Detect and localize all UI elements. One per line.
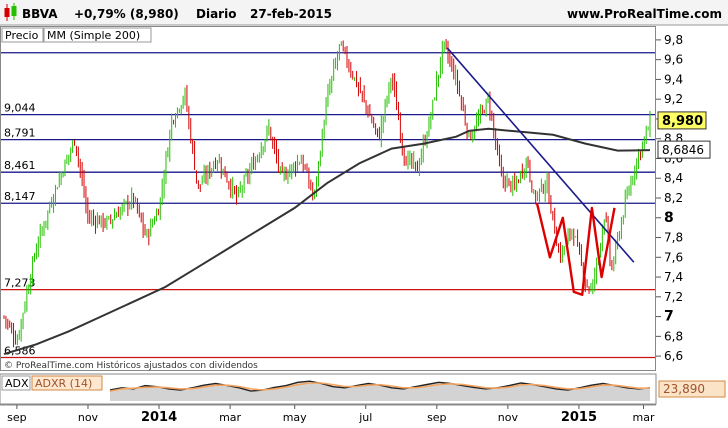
x-tick-label-8: 2015: [561, 410, 597, 425]
price-badge-label: 8,980: [662, 114, 703, 129]
ma-badge-box: [657, 140, 711, 159]
level-label-2: 8,791: [4, 127, 36, 140]
change-label: +0,79% (8,980): [74, 7, 179, 21]
price-badge-box: [657, 111, 707, 130]
level-label-3: 8,461: [4, 159, 36, 172]
y-tick-label-7: 8,4: [664, 171, 683, 185]
x-tick-label-6: sep: [427, 411, 446, 424]
x-tick-label-1: nov: [78, 411, 99, 424]
copyright-note: © ProRealTime.com Históricos ajustados c…: [4, 360, 258, 371]
x-tick-label-3: mar: [219, 411, 241, 424]
svg-text:ADX: ADX: [5, 377, 29, 390]
wave-path: [535, 202, 616, 296]
x-tick-label-0: sep: [7, 411, 26, 424]
y-tick-label-15: 6,8: [664, 329, 683, 343]
adxr-tag[interactable]: ADXR (14): [31, 375, 103, 391]
ma-tag[interactable]: MM (Simple 200): [43, 27, 152, 43]
level-label-5: 7,273: [4, 277, 36, 290]
x-tick-label-2: 2014: [141, 410, 177, 425]
moving-average-line: [3, 127, 651, 356]
y-tick-label-0: 9,8: [664, 33, 683, 47]
x-tick-label-4: may: [283, 411, 307, 424]
level-label-1: 9,044: [4, 102, 36, 115]
svg-text:ADXR (14): ADXR (14): [35, 377, 92, 390]
price-tag[interactable]: Precio: [1, 27, 44, 43]
x-tick-label-5: jul: [358, 411, 372, 424]
adx-tag[interactable]: ADX: [1, 375, 31, 391]
symbol-label: BBVA: [22, 7, 58, 21]
y-tick-label-16: 6,6: [664, 349, 683, 363]
adxr-line: [109, 382, 650, 392]
ma-badge-label: 8,6846: [662, 143, 704, 157]
y-tick-label-10: 7,8: [664, 231, 683, 245]
svg-text:Precio: Precio: [5, 29, 39, 42]
site-label: www.ProRealTime.com: [567, 7, 722, 21]
y-tick-label-13: 7,2: [664, 290, 683, 304]
period-label: Diario: [196, 7, 236, 21]
x-tick-label-7: nov: [498, 411, 519, 424]
y-tick-label-11: 7,6: [664, 250, 683, 264]
y-tick-label-9: 8: [664, 210, 674, 226]
svg-text:23,890: 23,890: [663, 382, 705, 396]
candlestick-icon: [4, 3, 17, 21]
y-tick-label-2: 9,4: [664, 72, 683, 86]
y-axis: 9,89,69,49,298,88,68,48,287,87,67,47,276…: [656, 26, 728, 370]
x-axis: sep nov 2014 mar may jul sep nov 2015 mar: [0, 404, 656, 425]
adx-value-badge: 23,890: [658, 380, 726, 398]
y-tick-label-1: 9,6: [664, 53, 683, 67]
date-label: 27-feb-2015: [250, 7, 332, 21]
level-label-4: 8,147: [4, 190, 36, 203]
indicator-panel: ADX ADXR (14) 23,890: [0, 373, 726, 405]
trendline: [446, 47, 635, 263]
y-tick-label-14: 7: [664, 309, 674, 325]
y-tick-label-8: 8,2: [664, 191, 683, 205]
x-tick-label-9: mar: [633, 411, 655, 424]
header-bar: BBVA +0,79% (8,980) Diario 27-feb-2015 w…: [0, 0, 728, 26]
y-tick-label-12: 7,4: [664, 270, 683, 284]
svg-text:MM (Simple 200): MM (Simple 200): [47, 29, 140, 42]
y-tick-label-3: 9,2: [664, 92, 683, 106]
